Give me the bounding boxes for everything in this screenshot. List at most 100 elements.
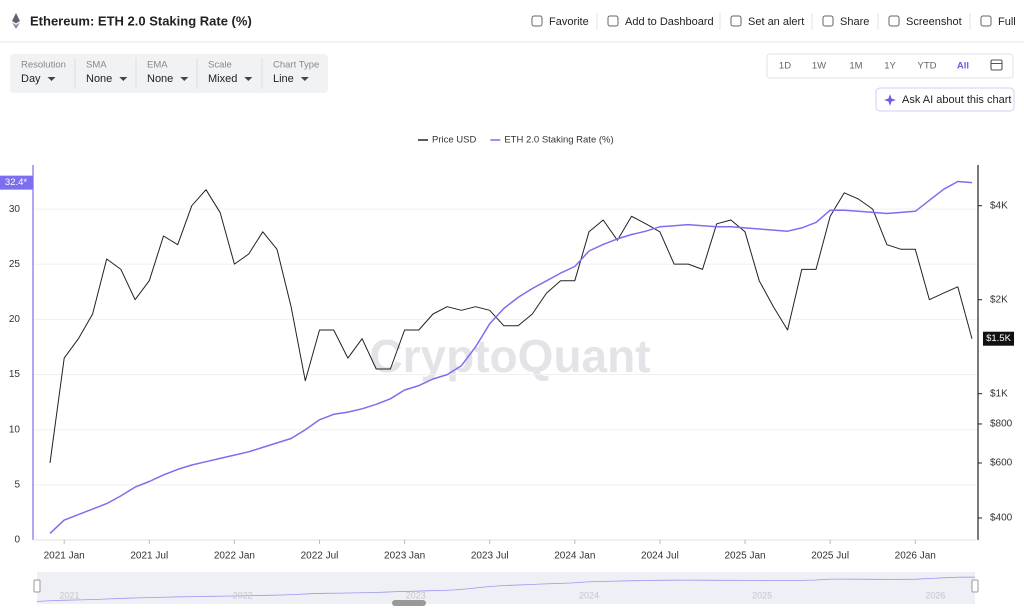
- calendar-button[interactable]: [990, 59, 1003, 71]
- action-label: Share: [840, 16, 869, 28]
- action-label: Screenshot: [906, 16, 962, 28]
- action-label: Favorite: [549, 16, 589, 28]
- legend-label: ETH 2.0 Staking Rate (%): [504, 135, 613, 146]
- y-tick-label: 5: [14, 479, 20, 490]
- navigator-scrollbar[interactable]: [392, 600, 426, 606]
- action-label: Add to Dashboard: [625, 16, 714, 28]
- page-title: Ethereum: ETH 2.0 Staking Rate (%): [30, 13, 252, 28]
- range-button[interactable]: 1M: [849, 61, 862, 72]
- x-tick-label: 2025 Jul: [811, 551, 849, 562]
- navigator-handle-right[interactable]: [971, 579, 979, 593]
- navigator-label: 2021: [59, 590, 79, 600]
- y-tick-label: 25: [9, 259, 21, 270]
- action-icon: [980, 15, 992, 27]
- x-tick-label: 2021 Jul: [130, 551, 168, 562]
- navigator-line: [36, 576, 976, 602]
- y2-tick-label: $400: [990, 513, 1013, 524]
- action-icon: [531, 15, 543, 27]
- action-label: Set an alert: [748, 16, 804, 28]
- action-button[interactable]: Share: [822, 15, 869, 28]
- control-label: SMA: [86, 60, 107, 71]
- control-value: Line: [273, 73, 294, 85]
- last-value-marker: [0, 175, 33, 190]
- ranges: 1D 1W 1M 1Y YTD All: [779, 61, 969, 72]
- action-icon: [822, 15, 834, 27]
- y2-tick-label: $2K: [990, 294, 1008, 305]
- control-value: Mixed: [208, 73, 237, 85]
- action-button[interactable]: Screenshot: [888, 15, 962, 28]
- y2-tick-label: $800: [990, 419, 1013, 430]
- action-icon: [730, 15, 742, 27]
- range-button[interactable]: YTD: [918, 61, 937, 72]
- x-tick-label: 2024 Jul: [641, 551, 679, 562]
- range-button[interactable]: 1W: [812, 61, 826, 72]
- x-tick-label: 2023 Jan: [384, 551, 425, 562]
- x-tick-label: 2026 Jan: [895, 551, 936, 562]
- control-dropdown[interactable]: SMA None: [86, 60, 128, 85]
- x-tick-label: 2023 Jul: [471, 551, 509, 562]
- range-button[interactable]: 1D: [779, 61, 791, 72]
- action-button[interactable]: Add to Dashboard: [607, 15, 714, 28]
- y2-tick-label: $600: [990, 458, 1013, 469]
- action-bar: Favorite Add to Dashboard Set an alert Shar…: [531, 13, 1016, 30]
- last-value-marker: [983, 331, 1014, 346]
- action-button[interactable]: Full: [980, 15, 1016, 28]
- control-dropdown[interactable]: Scale Mixed: [208, 60, 253, 85]
- ask-ai-button[interactable]: Ask AI about this chart: [875, 87, 1015, 112]
- control-dropdown[interactable]: Resolution Day: [21, 60, 66, 85]
- navigator-label: 2022: [233, 590, 253, 600]
- navigator-label: 2023: [406, 590, 426, 600]
- axes: 0 5 10 15 20 25 30 $400 $600 $800 $1K $2K $4K 2021 Ja…: [0, 175, 1014, 562]
- x-tick-label: 2022 Jan: [214, 551, 255, 562]
- control-value: Day: [21, 73, 41, 85]
- y-tick-label: 30: [9, 204, 21, 215]
- y-tick-label: 15: [9, 369, 21, 380]
- dropdown-caret: [47, 77, 56, 81]
- control-label: Resolution: [21, 60, 66, 71]
- navigator-label: 2026: [925, 590, 945, 600]
- last-value-label: $1.5K: [986, 333, 1011, 344]
- dropdown-caret: [119, 77, 128, 81]
- dropdown-caret: [300, 77, 309, 81]
- x-tick-label: 2022 Jul: [301, 551, 339, 562]
- navigator-handle-left[interactable]: [33, 579, 41, 593]
- x-tick-label: 2025 Jan: [724, 551, 765, 562]
- control-dropdown[interactable]: Chart Type Line: [273, 60, 319, 85]
- series-line: [49, 189, 973, 464]
- control-dropdown[interactable]: EMA None: [147, 60, 189, 85]
- dropdown-caret: [180, 77, 189, 81]
- last-value-label: 32.4*: [5, 177, 27, 188]
- eth-icon: [12, 13, 20, 29]
- action-button[interactable]: Set an alert: [730, 15, 804, 28]
- control-value: None: [147, 73, 173, 85]
- action-label: Full: [998, 16, 1016, 28]
- navigator-content: 2021 2022 2023 2024 2025 2026: [36, 576, 976, 602]
- series-line: [49, 180, 973, 534]
- legend: Price USD ETH 2.0 Staking Rate (%): [418, 135, 614, 146]
- y2-tick-label: $4K: [990, 200, 1008, 211]
- action-icon: [607, 15, 619, 27]
- action-icon: [888, 15, 900, 27]
- y-tick-label: 20: [9, 314, 21, 325]
- control-label: Chart Type: [273, 60, 319, 71]
- y-tick-label: 10: [9, 424, 21, 435]
- x-tick-label: 2024 Jan: [554, 551, 595, 562]
- controls: Resolution Day SMA None EMA None Scale Mixed Cha…: [21, 58, 319, 89]
- control-value: None: [86, 73, 112, 85]
- x-tick-label: 2021 Jan: [44, 551, 85, 562]
- range-button[interactable]: 1Y: [884, 61, 896, 72]
- control-label: Scale: [208, 60, 232, 71]
- navigator[interactable]: [37, 572, 975, 604]
- action-button[interactable]: Favorite: [531, 15, 589, 28]
- controls-panel: [10, 54, 328, 93]
- navigator-label: 2025: [752, 590, 772, 600]
- plot: [49, 180, 973, 534]
- ask-ai-label: Ask AI about this chart: [902, 94, 1011, 106]
- control-label: EMA: [147, 60, 168, 71]
- navigator-label: 2024: [579, 590, 599, 600]
- watermark: CryptoQuant: [369, 330, 650, 382]
- range-panel: [766, 53, 1014, 79]
- range-button[interactable]: All: [957, 61, 969, 72]
